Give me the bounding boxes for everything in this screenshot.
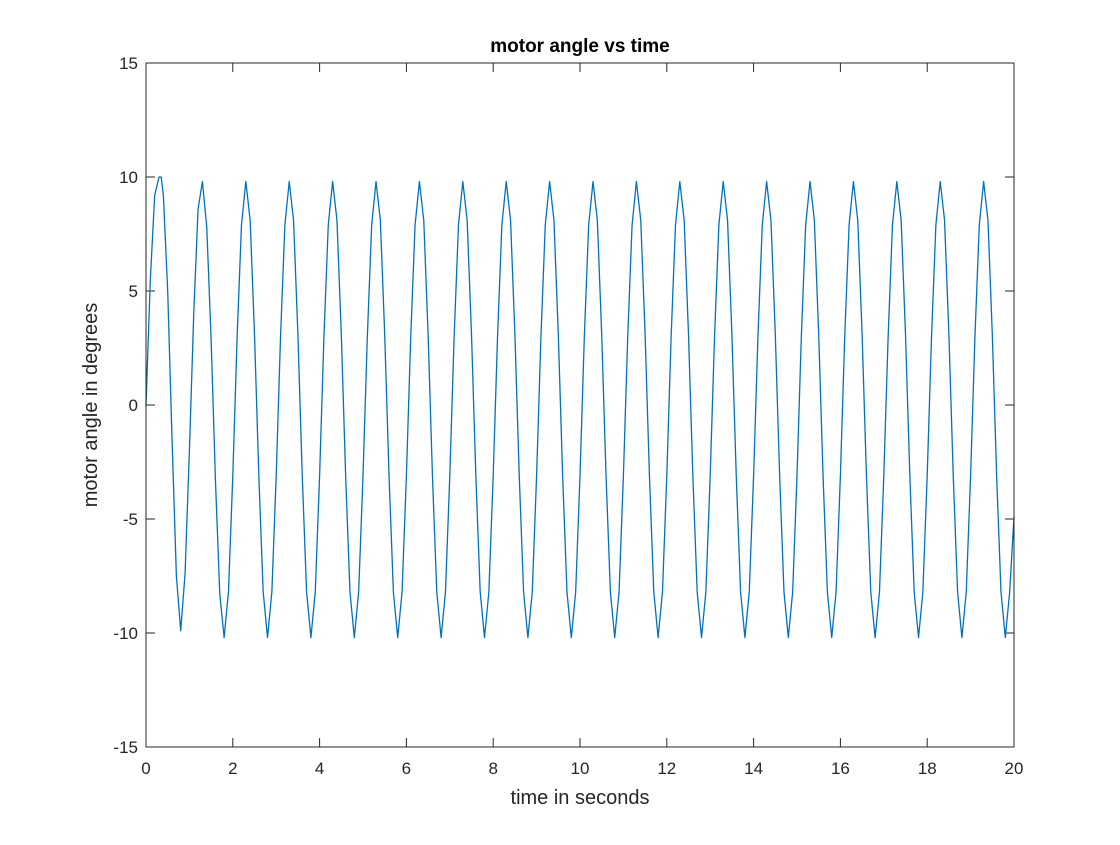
x-tick-label: 14 [744,759,763,778]
y-tick-label: 10 [119,168,138,187]
y-tick-label: 15 [119,54,138,73]
x-tick-label: 10 [571,759,590,778]
x-tick-label: 20 [1005,759,1024,778]
axes-box [145,62,1015,748]
axis-ticks: 0 2 4 6 8 10 12 14 16 18 20 -15 -10 -5 0 5 10 15 [113,54,1023,778]
x-tick-label: 0 [141,759,150,778]
x-tick-label: 12 [657,759,676,778]
series-line-0 [145,176,1015,639]
chart-title: motor angle vs time [490,36,670,57]
x-tick-label: 4 [315,759,324,778]
x-axis-label: time in seconds [511,787,650,809]
x-tick-label: 18 [918,759,937,778]
x-tick-label: 2 [228,759,237,778]
y-tick-label: -10 [113,624,138,643]
y-tick-label: -15 [113,738,138,757]
x-tick-label: 6 [402,759,411,778]
y-tick-label: 0 [129,396,138,415]
plot-area [146,63,1014,747]
series-layer [145,176,1015,639]
y-axis-label: motor angle in degrees [80,303,102,508]
x-tick-label: 8 [488,759,497,778]
y-tick-label: 5 [129,282,138,301]
y-tick-label: -5 [123,510,138,529]
x-tick-label: 16 [831,759,850,778]
